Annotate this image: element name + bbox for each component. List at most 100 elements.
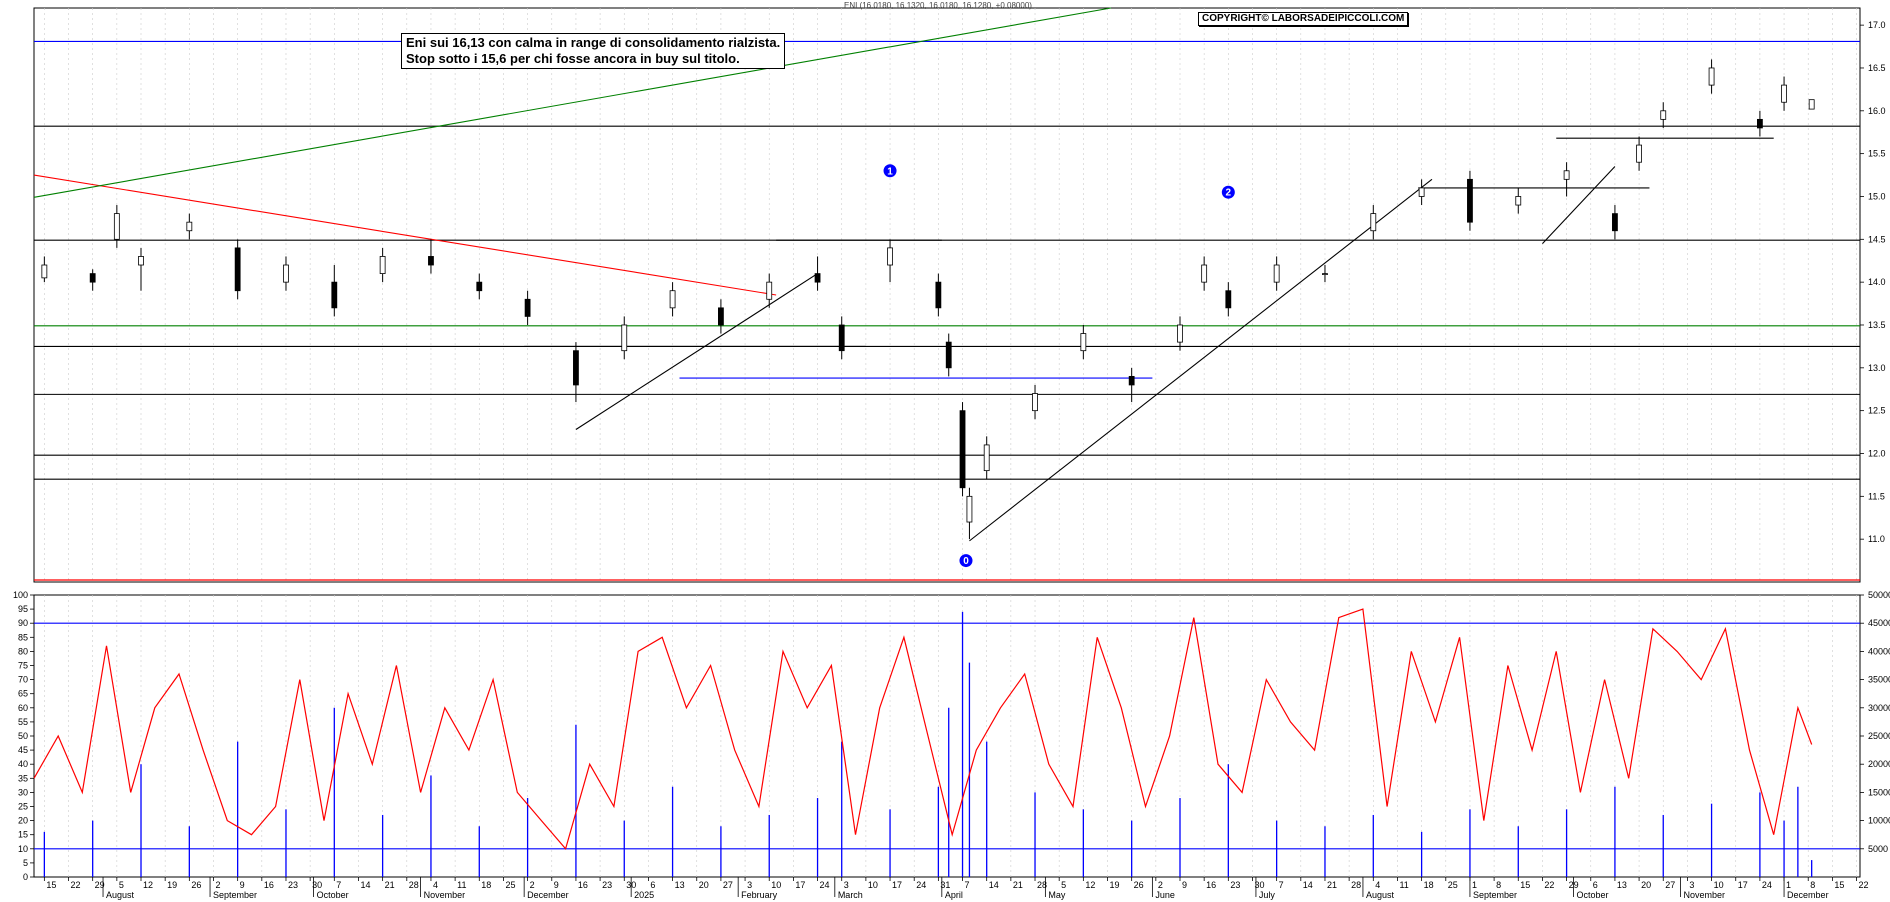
candle-body: [138, 256, 144, 266]
price-y-label: 13.5: [1868, 320, 1886, 330]
price-y-label: 11.5: [1868, 491, 1885, 501]
x-tick-label: 3: [747, 880, 752, 890]
price-frame: [33, 7, 1861, 583]
wave-marker-label: 1: [887, 166, 893, 177]
candle-body: [1225, 290, 1232, 309]
x-tick-label: 7: [336, 880, 341, 890]
month-label: November: [1684, 890, 1726, 900]
volume-y-label: 50000: [1868, 590, 1890, 600]
x-tick-label: 16: [1206, 880, 1216, 890]
x-tick-label: 7: [965, 880, 970, 890]
copyright-label: COPYRIGHT© LABORSADEIPICCOLI.COM: [1198, 12, 1409, 26]
wave-marker-circle: [959, 554, 973, 568]
osc-y-label: 75: [18, 661, 28, 671]
x-tick-label: 18: [1424, 880, 1434, 890]
price-y-label: 13.0: [1868, 363, 1886, 373]
x-tick-label: 12: [143, 880, 153, 890]
osc-y-label: 80: [18, 646, 28, 656]
candle-body: [1273, 264, 1280, 283]
x-tick-label: 17: [795, 880, 805, 890]
candle-body: [283, 264, 289, 283]
x-tick-label: 28: [409, 880, 419, 890]
candle-body: [1563, 170, 1570, 180]
price-y-label: 16.0: [1868, 106, 1886, 116]
volume-y-label: 40000: [1868, 646, 1890, 656]
volume-y-label: 10000: [1868, 816, 1890, 826]
x-tick-label: 17: [1738, 880, 1748, 890]
candle-body: [1201, 264, 1208, 283]
osc-y-label: 10: [18, 844, 28, 854]
osc-y-label: 60: [18, 703, 28, 713]
candle-body: [983, 444, 990, 472]
x-tick-label: 8: [1810, 880, 1815, 890]
candle-body: [945, 341, 952, 369]
candle-body: [966, 495, 973, 523]
x-tick-label: 31: [940, 880, 950, 890]
trend-line: [969, 178, 1433, 542]
candle-body: [1467, 178, 1473, 223]
x-tick-label: 15: [1834, 880, 1844, 890]
x-tick-label: 10: [868, 880, 878, 890]
x-tick-label: 9: [554, 880, 559, 890]
candle-body: [1515, 196, 1522, 206]
axes: 15 22 29 5 12 19 26 2 9 16 23 30 7 14 21 28 4 11 18 25 2 9 16 2…: [13, 20, 1890, 900]
x-tick-label: 23: [1230, 880, 1240, 890]
x-tick-label: 12: [1085, 880, 1095, 890]
month-label: May: [1048, 890, 1066, 900]
price-y-label: 16.5: [1868, 63, 1886, 73]
wave-marker-circle: [1221, 185, 1235, 199]
candle-body: [1322, 273, 1328, 275]
wave-marker-label: 2: [1226, 188, 1232, 199]
candle-body: [1177, 324, 1183, 343]
x-tick-label: 28: [1351, 880, 1361, 890]
candle-body: [1418, 187, 1425, 197]
x-tick-label: 6: [650, 880, 655, 890]
candle-body: [959, 410, 966, 489]
x-tick-label: 24: [1762, 880, 1772, 890]
osc-y-label: 65: [18, 689, 28, 699]
osc-y-label: 30: [18, 787, 28, 797]
candle-body: [1660, 110, 1667, 120]
candle-body: [838, 324, 845, 352]
candle-body: [1128, 375, 1135, 386]
x-tick-label: 8: [1496, 880, 1501, 890]
osc-y-label: 95: [18, 604, 28, 614]
candle-body: [476, 281, 483, 292]
price-y-label: 11.0: [1868, 534, 1885, 544]
x-tick-label: 3: [1689, 880, 1694, 890]
volume-y-label: 35000: [1868, 675, 1890, 685]
x-tick-label: 28: [1037, 880, 1047, 890]
month-label: February: [741, 890, 778, 900]
x-tick-label: 22: [71, 880, 81, 890]
x-tick-label: 30: [1254, 880, 1264, 890]
x-tick-label: 26: [1134, 880, 1144, 890]
volume-y-label: 15000: [1868, 787, 1890, 797]
x-tick-label: 10: [771, 880, 781, 890]
month-label: September: [1473, 890, 1517, 900]
price-y-label: 17.0: [1868, 20, 1886, 30]
price-y-label: 15.5: [1868, 149, 1886, 159]
price-y-label: 14.5: [1868, 234, 1886, 244]
price-y-label: 12.5: [1868, 406, 1886, 416]
candle-body: [379, 256, 386, 274]
x-tick-label: 1: [1472, 880, 1477, 890]
candle-body: [669, 290, 676, 309]
month-label: September: [213, 890, 257, 900]
candle-body: [331, 281, 338, 309]
candle-body: [1756, 118, 1763, 129]
x-tick-label: 20: [699, 880, 709, 890]
x-tick-label: 18: [481, 880, 491, 890]
x-tick-label: 11: [1399, 880, 1408, 890]
candle-body: [718, 307, 724, 326]
osc-y-label: 70: [18, 675, 28, 685]
trend-line: [33, 7, 1112, 198]
x-tick-label: 25: [1448, 880, 1458, 890]
x-tick-label: 4: [433, 880, 438, 890]
candle-body: [814, 273, 821, 283]
month-label: November: [424, 890, 466, 900]
x-tick-label: 15: [1520, 880, 1530, 890]
candle-body: [234, 247, 241, 292]
osc-y-label: 5: [23, 858, 28, 868]
x-tick-label: 9: [240, 880, 245, 890]
